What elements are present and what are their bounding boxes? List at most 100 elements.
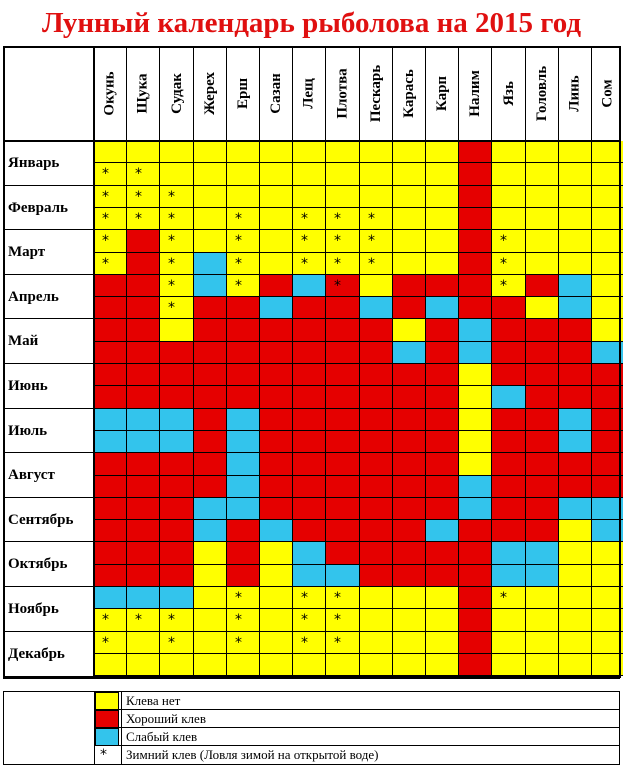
grid-cell <box>194 186 227 208</box>
grid-cell <box>526 230 559 253</box>
grid-cell <box>559 364 592 386</box>
grid-cell <box>326 141 360 163</box>
grid-cell <box>227 253 260 275</box>
grid-cell <box>492 431 526 453</box>
grid-cell <box>326 498 360 520</box>
grid-cell <box>260 297 293 319</box>
grid-cell <box>194 141 227 163</box>
grid-cell <box>592 609 623 632</box>
winter-bite-star: * <box>168 635 175 651</box>
grid-cell <box>492 476 526 498</box>
grid-cell <box>459 476 492 498</box>
grid-cell <box>194 208 227 230</box>
grid-cell <box>293 498 326 520</box>
grid-cell <box>260 186 293 208</box>
grid-cell <box>492 342 526 364</box>
grid-cell <box>127 186 160 208</box>
grid-cell <box>94 520 127 542</box>
winter-bite-star: * <box>301 590 308 606</box>
grid-cell <box>526 431 559 453</box>
grid-cell <box>94 476 127 498</box>
legend-label: Слабый клев <box>126 729 198 744</box>
grid-cell <box>326 632 360 654</box>
vertical-rule <box>325 48 326 141</box>
grid-cell <box>393 208 426 230</box>
grid-cell <box>393 654 426 676</box>
legend-swatch-good-bite <box>95 710 119 728</box>
grid-cell <box>326 163 360 186</box>
grid-cell <box>326 654 360 676</box>
vertical-rule <box>226 48 227 141</box>
grid-cell <box>94 453 127 476</box>
grid-cell <box>426 409 459 431</box>
grid-cell <box>127 364 160 386</box>
grid-cell <box>260 253 293 275</box>
grid-cell <box>293 520 326 542</box>
grid-cell <box>492 632 526 654</box>
winter-bite-star: * <box>102 211 109 227</box>
grid-cell <box>426 654 459 676</box>
grid-cell <box>326 297 360 319</box>
winter-bite-star: * <box>235 278 242 294</box>
grid-cell <box>194 386 227 409</box>
fish-header: Головль <box>526 47 559 140</box>
grid-cell <box>194 609 227 632</box>
grid-cell <box>227 230 260 253</box>
grid-cell <box>459 431 492 453</box>
grid-cell <box>260 275 293 297</box>
grid-cell <box>559 186 592 208</box>
winter-bite-star: * <box>368 233 375 249</box>
grid-cell <box>227 386 260 409</box>
grid-cell <box>260 520 293 542</box>
grid-cell <box>227 208 260 230</box>
grid-cell <box>526 253 559 275</box>
grid-cell <box>393 587 426 609</box>
grid-cell <box>426 208 459 230</box>
grid-cell <box>393 431 426 453</box>
grid-cell <box>526 297 559 319</box>
vertical-rule <box>94 691 95 765</box>
grid-cell <box>559 342 592 364</box>
grid-cell <box>559 542 592 565</box>
grid-cell <box>559 208 592 230</box>
grid-cell <box>160 186 194 208</box>
fish-name: Лещ <box>301 78 317 109</box>
grid-cell <box>127 632 160 654</box>
grid-cell <box>94 163 127 186</box>
grid-cell <box>127 297 160 319</box>
grid-cell <box>293 431 326 453</box>
grid-cell <box>492 587 526 609</box>
grid-cell <box>393 542 426 565</box>
grid-cell <box>592 386 623 409</box>
winter-bite-star: * <box>334 635 341 651</box>
grid-cell <box>194 498 227 520</box>
grid-cell <box>227 431 260 453</box>
grid-cell <box>227 453 260 476</box>
grid-cell <box>260 364 293 386</box>
grid-cell <box>293 565 326 587</box>
fish-name: Щука <box>135 73 152 114</box>
month-label: Апрель <box>8 288 59 305</box>
fish-name: Судак <box>168 73 185 114</box>
grid-cell <box>526 476 559 498</box>
grid-cell <box>260 431 293 453</box>
grid-cell <box>526 141 559 163</box>
grid-cell <box>194 364 227 386</box>
horizontal-rule <box>3 497 94 498</box>
grid-cell <box>426 319 459 342</box>
month-label: Январь <box>8 155 60 171</box>
winter-bite-star: * <box>368 211 375 227</box>
grid-cell <box>94 587 127 609</box>
grid-cell <box>559 253 592 275</box>
fish-name: Головль <box>534 65 551 122</box>
grid-cell <box>127 253 160 275</box>
vertical-rule <box>259 48 260 141</box>
vertical-rule <box>121 691 122 765</box>
horizontal-rule <box>3 586 94 587</box>
grid-cell <box>592 253 623 275</box>
grid-cell <box>592 520 623 542</box>
grid-cell <box>260 476 293 498</box>
winter-bite-star: * <box>135 166 142 182</box>
grid-cell <box>94 342 127 364</box>
grid-cell <box>194 587 227 609</box>
